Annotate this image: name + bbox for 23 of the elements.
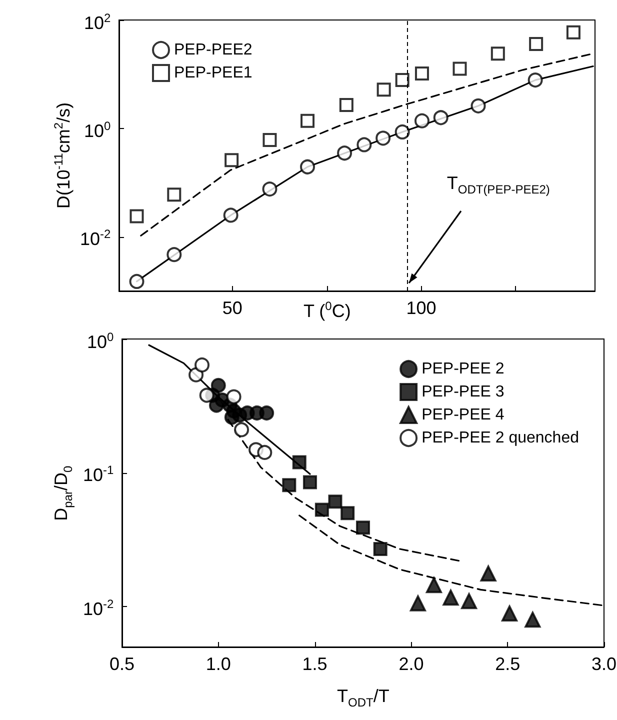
x-tick-label: 100	[406, 297, 436, 319]
legend-label: PEP-PEE 2 quenched	[422, 430, 579, 446]
x-tick-label: 1.5	[302, 653, 328, 675]
y-tick-label: 10$^{0}$	[87, 328, 114, 352]
y-tick-label: 10$^{-1}$	[83, 462, 114, 486]
x-tick-label: 0.5	[110, 653, 135, 675]
y-tick-label: 10$^{0}$	[84, 118, 111, 142]
y-tick-label: 10$^{-2}$	[83, 596, 114, 620]
legend-label: PEP-PEE 2	[422, 360, 504, 378]
y-tick-label: 10$^{2}$	[84, 10, 111, 34]
legend-label: PEP-PEE 4	[422, 406, 504, 424]
annotation: T$_{ODT(PEP-PEE2)}$	[446, 172, 550, 196]
x-tick-label: 3.0	[592, 653, 617, 675]
x-tick-label: 50	[222, 297, 242, 319]
legend-label: PEP-PEE2	[174, 42, 252, 58]
x-tick-label: 2.0	[398, 653, 424, 675]
y-tick-label: 10$^{-2}$	[80, 226, 111, 250]
legend-label: PEP-PEE1	[174, 64, 252, 82]
x-axis-title: T$_{ODT}$/T	[337, 685, 390, 712]
x-tick-label: 1.0	[206, 653, 231, 675]
x-tick-label: 2.5	[495, 653, 520, 675]
x-axis-title: T ($^{0}$C)	[304, 298, 351, 322]
legend-label: PEP-PEE 3	[422, 384, 504, 400]
